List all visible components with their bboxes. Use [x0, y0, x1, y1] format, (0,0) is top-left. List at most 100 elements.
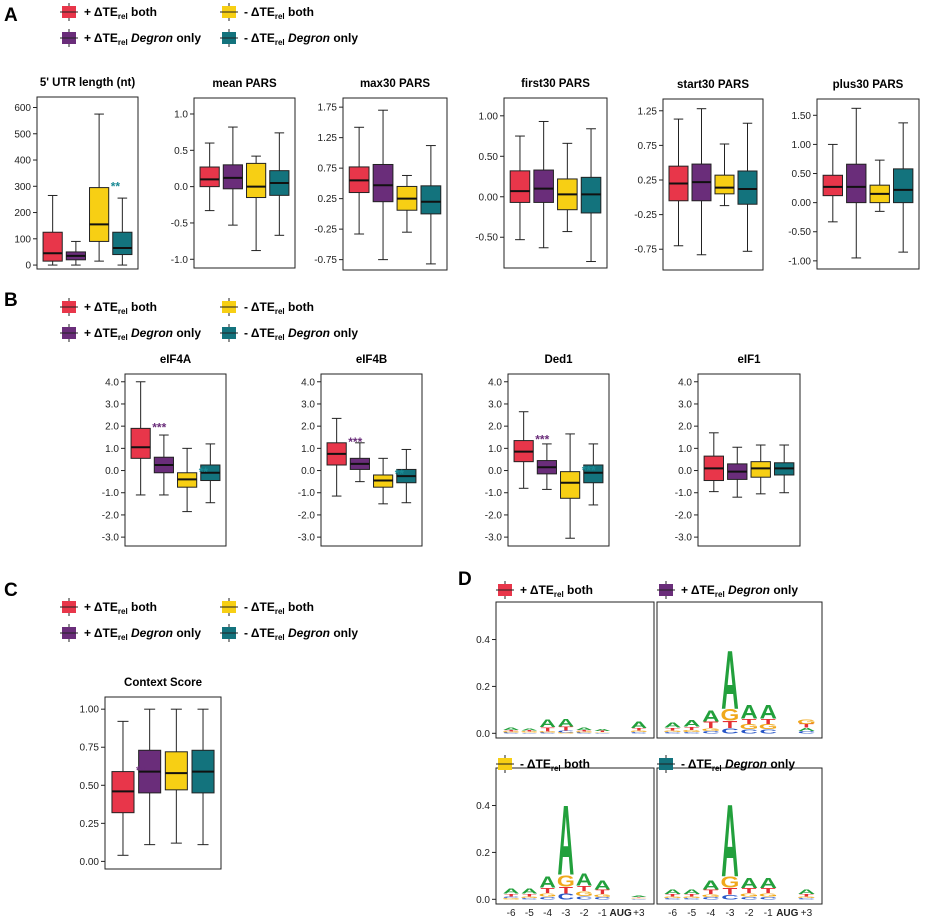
legend-entry: - ΔTErel Degron only	[220, 324, 358, 342]
y-tick-label: -2.0	[298, 510, 316, 521]
y-tick-label: -0.25	[634, 210, 657, 221]
legend-text-part: only	[330, 31, 358, 45]
y-tick-label: 1.25	[318, 133, 338, 144]
logo-letter-A: A	[740, 876, 757, 892]
y-tick-label: -0.75	[314, 255, 337, 266]
legend-text-part: -	[244, 300, 251, 314]
legend-text-part: ΔTE	[94, 326, 118, 340]
legend-label: + ΔTErel both	[84, 300, 157, 316]
legend-text-part: ΔTE	[251, 600, 275, 614]
x-tick-label: -4	[543, 908, 552, 917]
x-tick-label: -4	[706, 908, 715, 917]
y-tick-label: -1.0	[298, 488, 316, 499]
y-tick-label: 1.00	[479, 111, 499, 122]
legend-text-part: ΔTE	[251, 300, 275, 314]
box-max30-3	[421, 186, 441, 214]
legend-text-part: rel	[118, 607, 128, 616]
y-tick-label: 2.0	[678, 422, 692, 433]
plot-frame-eif4a	[125, 374, 226, 546]
significance-stars: **	[136, 764, 146, 778]
legend-text-part: ΔTE	[94, 31, 118, 45]
box-context-2	[165, 752, 187, 790]
logo-letter-A: A	[759, 876, 776, 892]
significance-stars: **	[199, 465, 209, 479]
y-tick-label: 0.75	[80, 743, 100, 754]
legend-entry: - ΔTErel Degron only	[657, 755, 795, 773]
legend-entry: + ΔTErel Degron only	[60, 29, 201, 47]
y-tick-label: 300	[14, 182, 31, 193]
panel-letter-d: D	[458, 569, 472, 590]
legend-label: - ΔTErel both	[244, 5, 314, 21]
y-tick-label: 200	[14, 208, 31, 219]
logo-letter-A: A	[558, 717, 575, 729]
panel-letter-b: B	[4, 290, 18, 311]
legend-text-part: ΔTE	[251, 5, 275, 19]
y-tick-label: 2.0	[488, 422, 502, 433]
logo-letter-A: A	[759, 701, 777, 723]
y-tick-label: -1.0	[102, 488, 120, 499]
logo-letter-A: A	[594, 878, 611, 892]
legend-text-part: both	[128, 5, 157, 19]
y-tick-label: 0.4	[476, 635, 490, 646]
legend-text-part: both	[564, 583, 593, 597]
chart-title-mean: mean PARS	[212, 78, 277, 90]
legend-text-part: -	[244, 326, 251, 340]
box-plus30-1	[847, 164, 866, 202]
y-tick-label: -3.0	[298, 533, 316, 544]
legend-entry: + ΔTErel Degron only	[60, 624, 201, 642]
chart-title-eif4a: eIF4A	[160, 354, 191, 366]
legend-text-part: rel	[551, 764, 561, 773]
legend-text-part: -	[520, 757, 527, 771]
y-tick-label: 4.0	[301, 377, 315, 388]
legend-text-part: Degron	[285, 31, 330, 45]
legend-label: + ΔTErel Degron only	[681, 583, 798, 599]
legend-entry: + ΔTErel Degron only	[60, 324, 201, 342]
legend-label: - ΔTErel Degron only	[244, 31, 358, 47]
legend-text-part: rel	[275, 633, 285, 642]
legend-text-part: ΔTE	[691, 583, 715, 597]
x-tick-label: AUG	[776, 908, 798, 917]
legend-label: + ΔTErel Degron only	[84, 31, 201, 47]
y-tick-label: 0.75	[638, 141, 658, 152]
x-tick-label: +3	[633, 908, 645, 917]
significance-stars: ***	[582, 464, 596, 478]
box-utr-0	[43, 232, 62, 261]
significance-stars: ***	[152, 420, 166, 434]
chart-title-eif4b: eIF4B	[356, 354, 387, 366]
legend-text-part: only	[173, 326, 201, 340]
significance-stars: **	[111, 180, 121, 194]
y-tick-label: 0.00	[479, 192, 499, 203]
y-tick-label: 0.50	[80, 781, 100, 792]
y-tick-label: 3.0	[301, 399, 315, 410]
logo-letter-A: A	[539, 717, 556, 729]
legend-label: + ΔTErel Degron only	[84, 326, 201, 342]
chart-layer: 5' UTR length (nt) 0 100 200 300 400 500 600 ** m…	[14, 3, 919, 917]
legend-text-part: rel	[118, 307, 128, 316]
logo-frame	[496, 602, 654, 738]
x-tick-label: -3	[725, 908, 734, 917]
legend-text-part: Degron	[285, 626, 330, 640]
x-tick-label: -5	[525, 908, 534, 917]
legend-text-part: ΔTE	[251, 626, 275, 640]
legend-label: + ΔTErel both	[520, 583, 593, 599]
logo-letter-A: A	[631, 720, 648, 730]
legend-entry: - ΔTErel both	[220, 298, 314, 316]
legend-label: + ΔTErel both	[84, 5, 157, 21]
x-tick-label: -6	[507, 908, 516, 917]
x-tick-label: -1	[598, 908, 607, 917]
y-tick-label: 4.0	[488, 377, 502, 388]
legend-entry: + ΔTErel both	[60, 298, 157, 316]
x-tick-label: -2	[745, 908, 754, 917]
y-tick-label: -2.0	[485, 510, 503, 521]
legend-text-part: rel	[554, 590, 564, 599]
x-tick-label: -2	[580, 908, 589, 917]
y-tick-label: -0.25	[314, 225, 337, 236]
logo-letter-A: A	[503, 727, 520, 731]
box-first30-1	[534, 170, 554, 202]
y-tick-label: 100	[14, 234, 31, 245]
box-mean-2	[247, 163, 266, 197]
y-tick-label: 0.25	[80, 819, 100, 830]
legend-text-part: only	[330, 626, 358, 640]
y-tick-label: -3.0	[485, 533, 503, 544]
logo-letter-A: A	[576, 870, 593, 890]
